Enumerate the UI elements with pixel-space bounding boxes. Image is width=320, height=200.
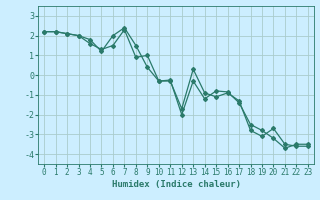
X-axis label: Humidex (Indice chaleur): Humidex (Indice chaleur) bbox=[111, 180, 241, 189]
